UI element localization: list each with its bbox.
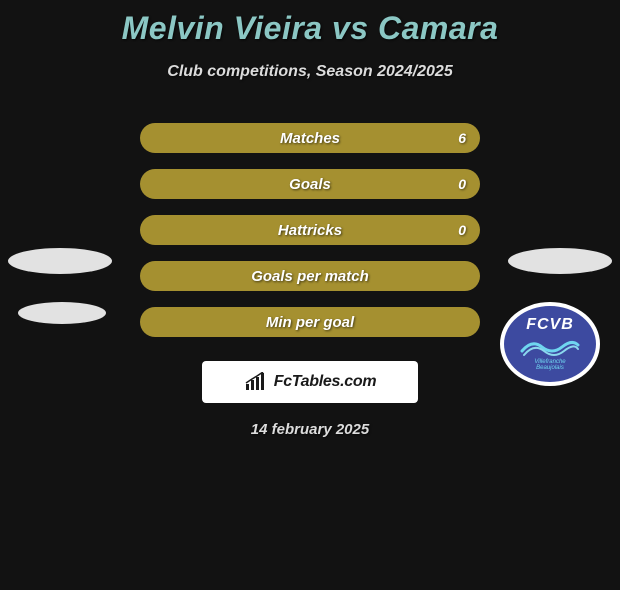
stat-row: Matches 6: [140, 123, 480, 153]
player-left-badge-1: [8, 248, 112, 274]
stat-row: Hattricks 0: [140, 215, 480, 245]
stat-bars: Matches 6 Goals 0 Hattricks 0 Goals per …: [140, 123, 480, 337]
club-badge-fcvb: FCVB Villefranche Beaujolais: [500, 302, 600, 386]
stat-label: Goals: [289, 176, 331, 193]
stat-label: Goals per match: [251, 268, 369, 285]
stat-row: Goals 0: [140, 169, 480, 199]
club-badge-line2: Beaujolais: [536, 365, 564, 371]
stat-label: Min per goal: [266, 314, 354, 331]
stat-row: Min per goal: [140, 307, 480, 337]
stat-label: Hattricks: [278, 222, 342, 239]
stat-row: Goals per match: [140, 261, 480, 291]
subtitle: Club competitions, Season 2024/2025: [0, 63, 620, 81]
comparison-area: FCVB Villefranche Beaujolais Matches 6 G…: [0, 123, 620, 438]
page-title: Melvin Vieira vs Camara: [0, 10, 620, 47]
player-left-badge-2: [18, 302, 106, 324]
stat-right-value: 0: [458, 222, 466, 238]
credit-brand: FcTables.com: [274, 373, 377, 391]
date: 14 february 2025: [0, 421, 620, 438]
stat-right-value: 0: [458, 176, 466, 192]
stat-right-value: 6: [458, 130, 466, 146]
bars-icon: [244, 372, 268, 392]
club-badge-wave-icon: [520, 337, 580, 357]
stat-label: Matches: [280, 130, 340, 147]
credit-box: FcTables.com: [202, 361, 418, 403]
club-badge-abbrev: FCVB: [526, 317, 574, 333]
player-right-badge-1: [508, 248, 612, 274]
